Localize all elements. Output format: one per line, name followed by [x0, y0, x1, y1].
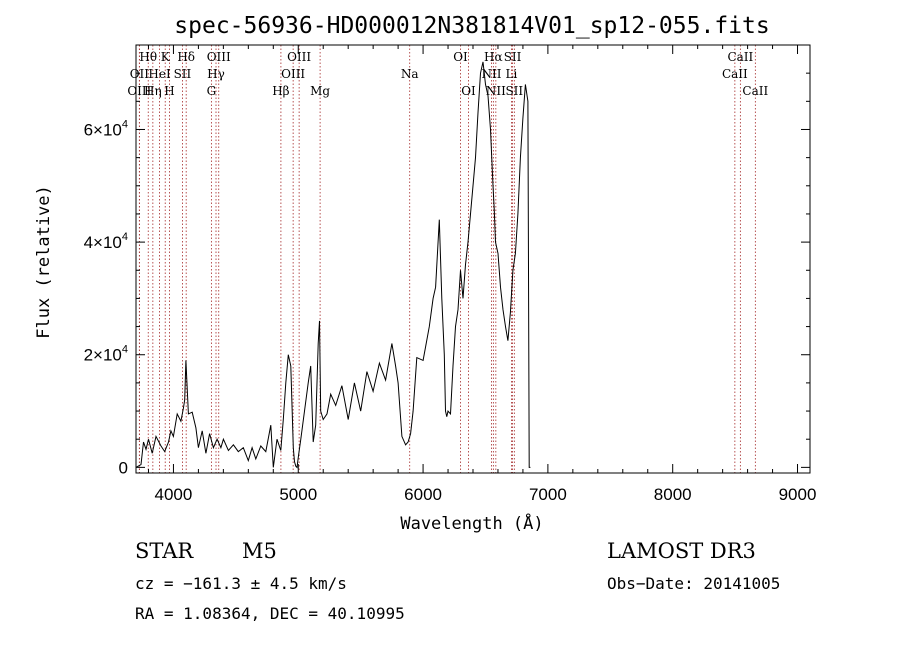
y-tick-label: 0 [119, 458, 128, 477]
line-label: HeI [148, 67, 171, 81]
spectral-line-markers [138, 45, 756, 473]
line-label: OIII [281, 67, 305, 81]
line-label: Hβ [272, 84, 289, 98]
coordinates: RA = 1.08364, DEC = 40.10995 [135, 604, 405, 623]
y-axis-label: Flux (relative) [34, 185, 54, 339]
y-tick-label: 2×104 [84, 344, 128, 365]
line-label: CaII [742, 84, 768, 98]
line-label: Hγ [207, 67, 225, 81]
line-label: SII [504, 50, 522, 64]
y-tick-label-exponent: 4 [122, 118, 128, 130]
line-label: OI [461, 84, 476, 98]
line-label: NII [481, 67, 501, 81]
y-tick-label-base: 4×10 [84, 233, 122, 252]
x-tick-label: 6000 [404, 485, 442, 504]
obs-date: Obs−Date: 20141005 [607, 574, 781, 593]
line-label: G [207, 84, 217, 98]
line-label: Hη [144, 84, 162, 98]
line-label: SII [174, 67, 192, 81]
line-label: Na [401, 67, 419, 81]
x-axis-label: Wavelength (Å) [400, 512, 543, 534]
line-label: NII [486, 84, 506, 98]
line-label: OII [130, 67, 150, 81]
object-class: STAR [135, 539, 194, 563]
line-label: OIII [287, 50, 311, 64]
x-tick-label: 4000 [155, 485, 193, 504]
x-tick-label: 7000 [529, 485, 567, 504]
y-tick-label-base: 6×10 [84, 120, 122, 139]
line-label: OI [453, 50, 468, 64]
line-label: CaII [722, 67, 748, 81]
x-axis-ticks: 4000 5000 6000 7000 8000 9000 [147, 45, 817, 504]
line-label: SII [505, 84, 523, 98]
plot-frame [135, 44, 811, 474]
x-tick-label: 8000 [654, 485, 692, 504]
redshift-info: cz = −161.3 ± 4.5 km/s [135, 574, 347, 593]
survey-name: LAMOST DR3 [607, 539, 756, 563]
y-tick-label-exponent: 4 [122, 231, 128, 243]
y-tick-label: 4×104 [84, 231, 128, 252]
spectrum-trace [135, 61, 531, 469]
line-label: Hα [484, 50, 503, 64]
chart-title: spec-56936-HD000012N381814V01_sp12-055.f… [174, 13, 769, 39]
line-label: OIII [127, 84, 151, 98]
y-tick-label: 6×104 [84, 118, 128, 139]
line-label: Hθ [139, 50, 157, 64]
line-label: CaII [727, 50, 753, 64]
y-tick-label-base: 2×10 [84, 346, 122, 365]
y-tick-label-exponent: 4 [122, 344, 128, 356]
object-subclass: M5 [242, 539, 277, 563]
line-label: Mg [310, 84, 330, 98]
x-tick-label: 5000 [279, 485, 317, 504]
line-label: K [161, 50, 171, 64]
line-label: H [164, 84, 174, 98]
y-tick-label-base: 0 [119, 458, 128, 477]
x-tick-label: 9000 [779, 485, 817, 504]
line-label: Hδ [177, 50, 195, 64]
line-label: OIII [207, 50, 231, 64]
line-label: Li [506, 67, 518, 81]
